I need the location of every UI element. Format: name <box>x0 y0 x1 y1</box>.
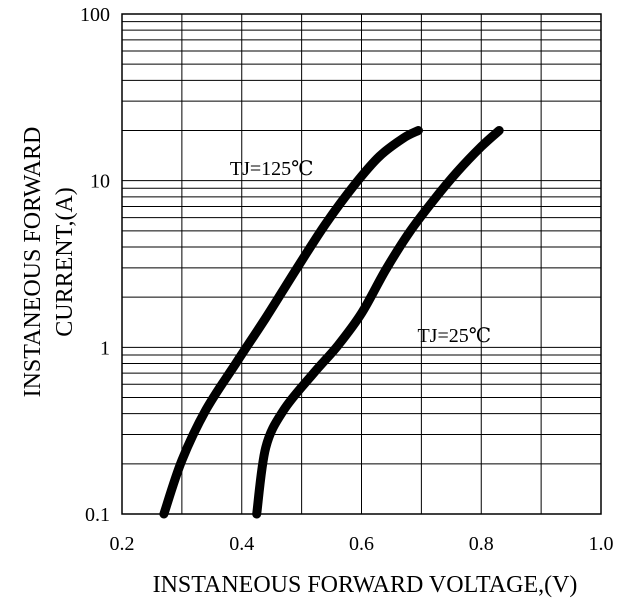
x-tick-label: 0.4 <box>229 533 254 555</box>
x-tick-label: 0.2 <box>110 533 135 555</box>
curves <box>159 126 504 519</box>
y-axis-title: INSTANEOUS FORWARD CURRENT,(A) <box>20 127 78 398</box>
x-tick-label: 0.6 <box>349 533 374 555</box>
plot-frame <box>121 13 602 515</box>
series-labels: TJ=125℃ TJ=25℃ <box>230 158 491 347</box>
y-tick-label: 10 <box>90 171 110 193</box>
x-tick-label: 0.8 <box>469 533 494 555</box>
series-curve-0 <box>159 126 423 519</box>
series-label-1: TJ=25℃ <box>417 325 491 347</box>
y-axis-title-line-2: CURRENT,(A) <box>52 187 78 337</box>
y-axis-title-line-1: INSTANEOUS FORWARD <box>20 127 46 398</box>
series-curve-1 <box>252 126 504 519</box>
y-tick-label: 1 <box>100 337 110 359</box>
series-label-0: TJ=125℃ <box>230 158 314 180</box>
y-tick-label: 100 <box>80 4 110 26</box>
tick-labels: 0.2 0.4 0.6 0.8 1.0 0.1 1 10 100 <box>80 4 614 555</box>
y-tick-label: 0.1 <box>85 504 110 526</box>
x-axis-title: INSTANEOUS FORWARD VOLTAGE,(V) <box>153 572 578 598</box>
x-tick-label: 1.0 <box>589 533 614 555</box>
